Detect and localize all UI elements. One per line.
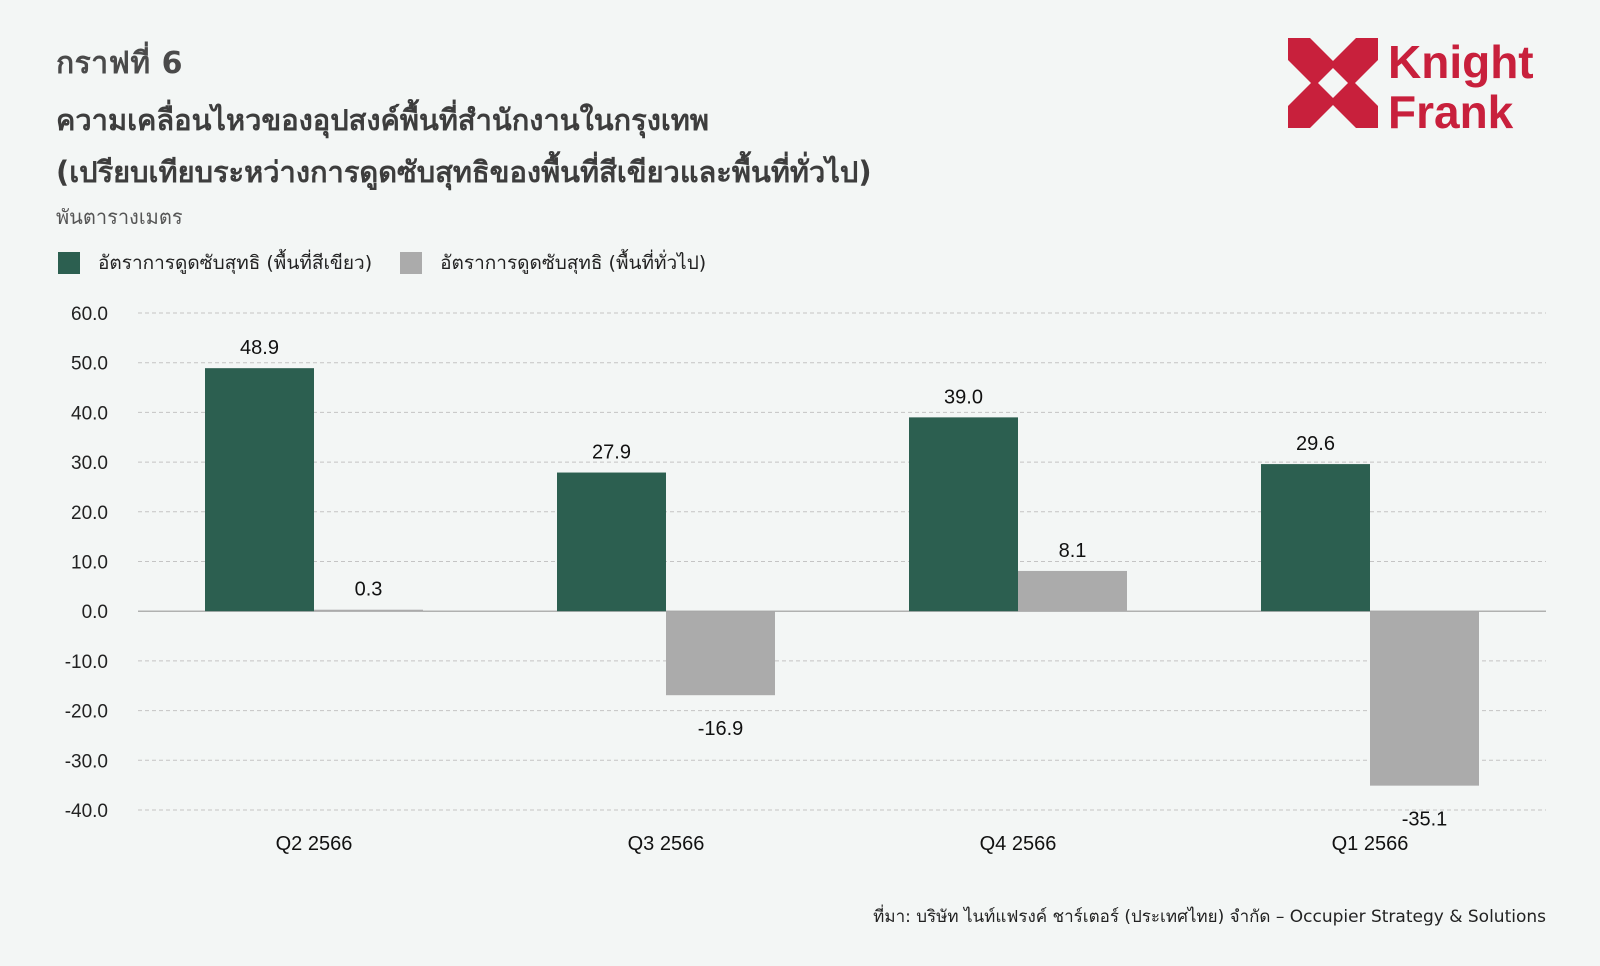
bar-green <box>557 472 666 612</box>
bar-green <box>205 368 314 612</box>
legend-item-general: อัตราการดูดซับสุทธิ (พื้นที่ทั่วไป) <box>400 248 706 278</box>
logo-word-2: Frank <box>1388 86 1514 138</box>
legend-item-green: อัตราการดูดซับสุทธิ (พื้นที่สีเขียว) <box>58 248 372 278</box>
bar-chart: 60.0 50.0 40.0 30.0 20.0 10.0 0.0 -10.0 -20.0 -30… <box>65 304 1546 855</box>
chart-legend: อัตราการดูดซับสุทธิ (พื้นที่สีเขียว) อัต… <box>58 248 734 278</box>
y-tick-label: -20.0 <box>65 702 108 723</box>
figure-label: กราฟที่ 6 <box>56 46 183 81</box>
y-tick-label: -30.0 <box>65 751 108 772</box>
y-tick-label: 30.0 <box>71 453 108 474</box>
data-label: 8.1 <box>1059 540 1087 562</box>
y-tick-label: 20.0 <box>71 503 108 524</box>
unit-label: พันตารางเมตร <box>56 205 183 229</box>
logo-mark-icon <box>1288 38 1378 128</box>
y-tick-label: -40.0 <box>65 801 108 822</box>
data-label: 0.3 <box>355 579 383 601</box>
bar-green <box>909 417 1018 612</box>
legend-label-green: อัตราการดูดซับสุทธิ (พื้นที่สีเขียว) <box>98 252 373 274</box>
data-label: 29.6 <box>1296 433 1335 455</box>
legend-swatch-green <box>58 252 80 274</box>
data-label: -16.9 <box>698 718 744 740</box>
y-tick-label: 50.0 <box>71 354 108 375</box>
chart-header: กราฟที่ 6 ความเคลื่อนไหวของอุปสงค์พื้นที… <box>56 40 1206 233</box>
y-tick-label: 60.0 <box>71 304 108 325</box>
x-tick-label: Q1 2566 <box>1332 833 1409 855</box>
legend-swatch-general <box>400 252 423 274</box>
y-tick-label: 0.0 <box>82 602 108 623</box>
source-note: ที่มา: บริษัท ไนท์แฟรงค์ ชาร์เตอร์ (ประเ… <box>873 907 1546 927</box>
data-label: -35.1 <box>1402 809 1448 831</box>
legend-label-general: อัตราการดูดซับสุทธิ (พื้นที่ทั่วไป) <box>440 252 707 274</box>
data-label: 27.9 <box>592 442 631 464</box>
bar-green <box>1261 464 1370 612</box>
chart-title-line-1: ความเคลื่อนไหวของอุปสงค์พื้นที่สำนักงานใ… <box>56 103 709 137</box>
data-label: 39.0 <box>944 386 983 408</box>
x-tick-label: Q2 2566 <box>276 833 353 855</box>
x-tick-label: Q3 2566 <box>628 833 705 855</box>
chart-title-line-2: (เปรียบเทียบระหว่างการดูดซับสุทธิของพื้น… <box>56 155 872 189</box>
bar-general <box>314 609 423 612</box>
y-tick-label: -10.0 <box>65 652 108 673</box>
bar-general <box>666 611 775 696</box>
y-tick-label: 40.0 <box>71 403 108 424</box>
bar-general <box>1370 611 1479 786</box>
data-label: 48.9 <box>240 337 279 359</box>
x-tick-label: Q4 2566 <box>980 833 1057 855</box>
bar-general <box>1018 570 1127 612</box>
y-tick-label: 10.0 <box>71 553 108 574</box>
knight-frank-logo: Knight Frank <box>1288 38 1534 138</box>
logo-word-1: Knight <box>1388 38 1534 88</box>
